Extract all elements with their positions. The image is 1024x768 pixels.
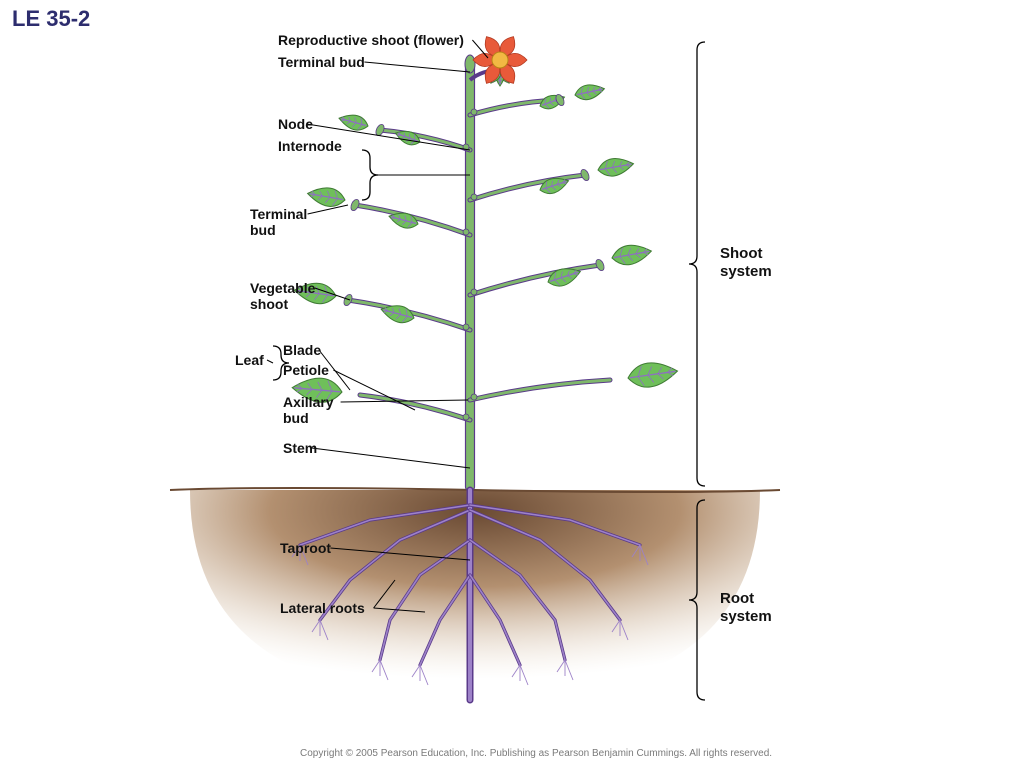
branch	[470, 242, 653, 295]
label-petiole: Petiole	[283, 362, 329, 378]
plant-diagram-svg	[0, 0, 1024, 768]
stem	[466, 60, 475, 490]
branch	[470, 359, 679, 400]
diagram-stage: LE 35-2 Copyright © 2005 Pearson Educati…	[0, 0, 1024, 768]
branch	[337, 111, 470, 150]
copyright-text: Copyright © 2005 Pearson Education, Inc.…	[300, 748, 772, 759]
label-axillary_bud: Axillary bud	[283, 394, 334, 426]
label-terminal_bud_side: Terminal bud	[250, 206, 307, 238]
branch	[470, 155, 635, 200]
leaf	[596, 155, 634, 178]
label-root_system: Root system	[720, 590, 772, 626]
branch	[306, 184, 470, 235]
label-taproot: Taproot	[280, 540, 331, 556]
label-reproductive: Reproductive shoot (flower)	[278, 32, 464, 48]
leaf	[574, 82, 606, 102]
leaf	[306, 184, 347, 209]
label-stem: Stem	[283, 440, 317, 456]
flower	[470, 33, 527, 86]
label-vegetable_shoot: Vegetable shoot	[250, 280, 315, 312]
label-lateral_roots: Lateral roots	[280, 600, 365, 616]
label-shoot_system: Shoot system	[720, 245, 772, 281]
branch	[470, 82, 606, 115]
label-blade: Blade	[283, 342, 321, 358]
branch	[293, 280, 470, 330]
leaf	[626, 359, 679, 390]
label-leaf_group: Leaf	[235, 352, 264, 368]
label-node: Node	[278, 116, 313, 132]
label-internode: Internode	[278, 138, 342, 154]
soil	[190, 490, 760, 700]
label-terminal_bud_top: Terminal bud	[278, 54, 365, 70]
leaf	[610, 242, 653, 268]
